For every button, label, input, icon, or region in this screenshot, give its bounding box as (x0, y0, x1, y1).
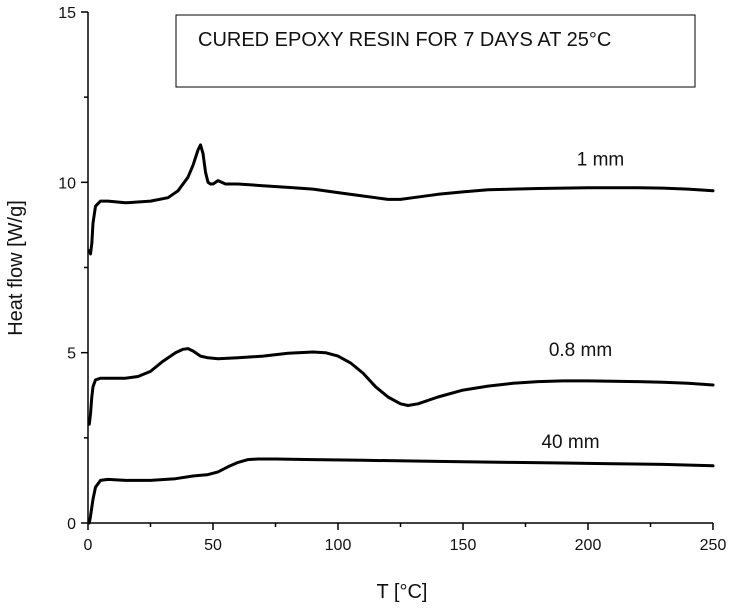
x-tick-label: 0 (84, 537, 93, 554)
ticks: 0 50 100 150 200 250 0 5 10 15 (58, 5, 726, 554)
y-axis-label: Heat flow [W/g] (5, 200, 27, 336)
series-label: 0.8 mm (549, 340, 612, 361)
y-tick-label: 15 (58, 5, 76, 22)
series-line (87, 143, 715, 256)
y-tick-label: 10 (58, 175, 76, 192)
x-tick-label: 200 (575, 537, 602, 554)
series-labels: 1 mm 0.8 mm 40 mm (541, 149, 624, 453)
series-label: 40 mm (541, 432, 599, 453)
x-axis-label: T [°C] (377, 581, 428, 603)
y-tick-label: 5 (67, 346, 76, 363)
chart-title-box: CURED EPOXY RESIN FOR 7 DAYS AT 25°C (175, 14, 696, 88)
axes (87, 12, 713, 524)
x-tick-label: 250 (700, 537, 727, 554)
x-tick-label: 150 (450, 537, 477, 554)
series-label: 1 mm (577, 149, 625, 170)
series-line (87, 347, 715, 426)
series-group (87, 143, 715, 525)
chart-title: CURED EPOXY RESIN FOR 7 DAYS AT 25°C (198, 29, 611, 51)
y-tick-label: 0 (67, 516, 76, 533)
chart-title-frame (175, 14, 696, 88)
series-line (87, 457, 715, 525)
x-tick-label: 50 (204, 537, 222, 554)
x-tick-label: 100 (325, 537, 352, 554)
